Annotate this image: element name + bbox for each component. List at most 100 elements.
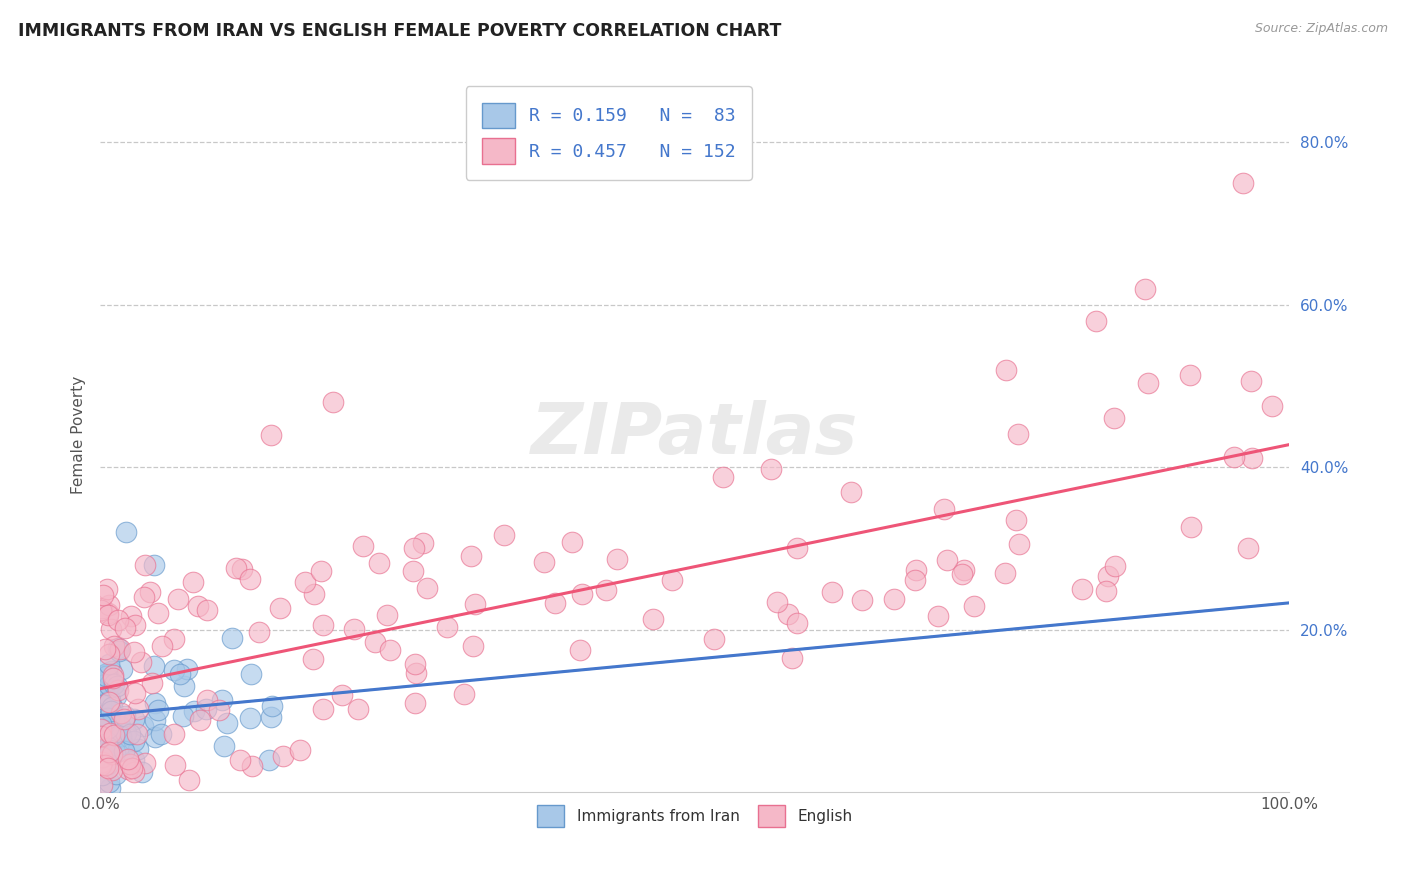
Point [208, 703, 231, 717]
Text: Source: ZipAtlas.com: Source: ZipAtlas.com [1254, 22, 1388, 36]
Point [107, 682, 129, 697]
Point [1178, 368, 1201, 383]
Point [131, 764, 153, 779]
Point [352, 539, 374, 553]
Point [163, 663, 186, 677]
Point [221, 632, 243, 646]
Point [883, 591, 905, 606]
Point [90, 600, 112, 615]
Text: IMMIGRANTS FROM IRAN VS ENGLISH FEMALE POVERTY CORRELATION CHART: IMMIGRANTS FROM IRAN VS ENGLISH FEMALE P… [18, 22, 782, 40]
Point [114, 621, 136, 635]
Point [127, 702, 149, 716]
Point [93, 758, 115, 772]
Point [105, 689, 128, 703]
Point [312, 702, 335, 716]
Point [195, 602, 218, 616]
Point [91, 768, 114, 782]
Point [711, 470, 734, 484]
Point [176, 662, 198, 676]
Point [117, 752, 139, 766]
Point [231, 562, 253, 576]
Point [211, 693, 233, 707]
Point [90, 723, 112, 737]
Point [766, 595, 789, 609]
Point [177, 772, 200, 787]
Point [103, 728, 125, 742]
Point [97, 607, 120, 622]
Point [118, 727, 141, 741]
Point [90, 688, 112, 702]
Point [302, 652, 325, 666]
Point [107, 640, 129, 655]
Point [105, 680, 128, 694]
Point [312, 618, 335, 632]
Point [97, 743, 120, 757]
Point [103, 672, 125, 686]
Point [97, 657, 120, 672]
Point [98, 692, 121, 706]
Point [412, 536, 434, 550]
Point [1095, 583, 1118, 598]
Point [150, 639, 173, 653]
Point [821, 585, 844, 599]
Point [260, 427, 283, 442]
Point [761, 462, 783, 476]
Point [90, 729, 112, 743]
Point [94, 641, 117, 656]
Point [347, 702, 370, 716]
Point [115, 725, 138, 739]
Point [247, 624, 270, 639]
Point [97, 745, 120, 759]
Point [342, 622, 364, 636]
Point [378, 643, 401, 657]
Point [134, 558, 156, 572]
Point [124, 754, 146, 768]
Point [98, 726, 121, 740]
Point [190, 713, 212, 727]
Point [97, 607, 120, 621]
Point [98, 710, 121, 724]
Point [134, 590, 156, 604]
Point [134, 756, 156, 771]
Point [225, 561, 247, 575]
Point [463, 640, 485, 654]
Point [195, 693, 218, 707]
Point [571, 587, 593, 601]
Point [104, 767, 127, 781]
Point [935, 552, 957, 566]
Point [91, 712, 114, 726]
Legend: Immigrants from Iran, English: Immigrants from Iran, English [529, 797, 860, 834]
Point [309, 564, 332, 578]
Point [166, 591, 188, 606]
Point [114, 709, 136, 723]
Point [93, 678, 115, 692]
Point [90, 719, 112, 733]
Point [108, 642, 131, 657]
Point [561, 535, 583, 549]
Point [194, 702, 217, 716]
Point [904, 563, 927, 577]
Point [778, 607, 800, 621]
Point [163, 758, 186, 772]
Point [122, 733, 145, 747]
Point [94, 693, 117, 707]
Point [97, 599, 120, 613]
Point [108, 719, 131, 733]
Point [93, 686, 115, 700]
Point [1236, 541, 1258, 555]
Point [163, 727, 186, 741]
Point [97, 711, 120, 725]
Point [239, 710, 262, 724]
Point [90, 603, 112, 617]
Point [288, 743, 311, 757]
Point [101, 700, 124, 714]
Point [163, 632, 186, 646]
Point [402, 541, 425, 556]
Point [96, 735, 118, 749]
Point [90, 698, 112, 712]
Point [661, 573, 683, 587]
Point [377, 608, 399, 623]
Point [129, 655, 152, 669]
Point [404, 657, 426, 671]
Point [782, 651, 804, 665]
